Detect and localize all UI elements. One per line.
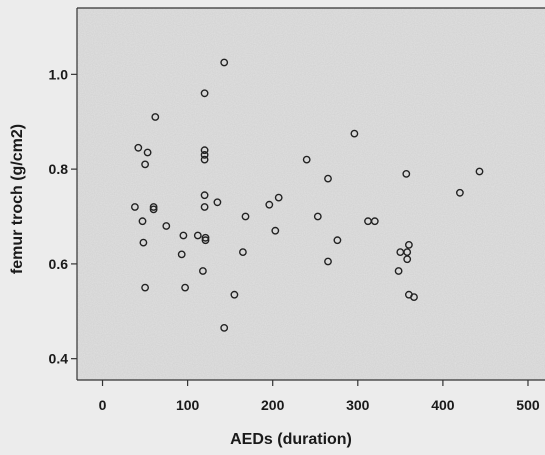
scatter-point (198, 267, 207, 275)
x-tick-label: 300 (346, 397, 370, 413)
y-axis-title: femur troch (g/cm2) (9, 124, 26, 274)
scatter-point (403, 248, 412, 257)
scatter-point (141, 160, 150, 169)
plot-texture (77, 8, 545, 380)
scatter-point (403, 255, 412, 264)
scatter-point (179, 231, 188, 240)
x-tick-label: 400 (431, 397, 455, 413)
scatter-point (313, 212, 322, 221)
x-axis-title: AEDs (duration) (230, 431, 352, 448)
scatter-point (139, 238, 148, 247)
x-tick-label: 200 (261, 397, 285, 413)
scatter-point (455, 188, 464, 197)
scatter-point (134, 143, 143, 152)
scatter-point (230, 290, 239, 299)
scatter-point (193, 231, 202, 240)
x-tick-label: 500 (516, 397, 540, 413)
scatter-point (475, 167, 484, 176)
scatter-point (200, 146, 209, 155)
scatter-point (213, 198, 222, 207)
scatter-point (220, 323, 229, 332)
scatter-point (200, 155, 209, 164)
x-tick-label: 0 (99, 397, 107, 413)
scatter-point (177, 250, 186, 259)
scatter-point (404, 240, 413, 249)
axes (76, 7, 545, 381)
scatter-point (302, 155, 311, 164)
scatter-point (201, 233, 210, 242)
scatter-point (200, 191, 209, 200)
scatter-point (200, 150, 209, 159)
scatter-point (410, 293, 418, 301)
ticks: 0 100 200 300 400 500 0.4 0.6 0.8 1.0 (49, 66, 540, 413)
scatter-point (265, 200, 274, 209)
scatter-point (350, 129, 359, 138)
scatter-point (200, 203, 209, 211)
scatter-point (324, 174, 332, 183)
x-tick-label: 100 (176, 397, 200, 413)
scatter-point (402, 169, 411, 178)
scatter-point (238, 248, 247, 257)
scatter-point (200, 89, 209, 98)
scatter-point (130, 203, 139, 211)
scatter-point (271, 226, 280, 235)
scatter-point (370, 217, 379, 226)
y-tick-label: 0.6 (49, 256, 69, 272)
scatter-point (394, 267, 403, 275)
scatter-point (149, 205, 158, 214)
scatter-point (143, 148, 152, 157)
y-tick-label: 0.4 (49, 351, 69, 367)
scatter-point (141, 283, 150, 292)
scatter-point (220, 58, 229, 67)
scatter-point (324, 257, 332, 266)
scatter-point (149, 203, 158, 211)
y-tick-label: 1.0 (49, 66, 69, 82)
scatter-point (241, 212, 250, 221)
scatter-point (181, 283, 190, 292)
scatter-point (138, 217, 147, 226)
scatter-point (162, 222, 171, 230)
scatter-point (201, 236, 210, 245)
data-points (130, 58, 484, 332)
scatter-point (274, 193, 283, 202)
scatter-point (151, 113, 160, 121)
y-tick-label: 0.8 (49, 161, 69, 177)
scatter-point (333, 236, 342, 245)
